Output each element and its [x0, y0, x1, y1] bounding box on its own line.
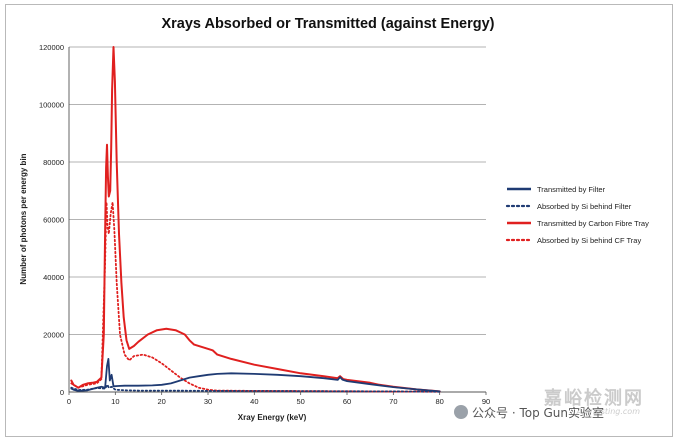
series-lines — [70, 46, 441, 393]
series-line-0 — [70, 358, 441, 393]
x-tick-label-0: 0 — [67, 397, 71, 406]
legend-label-2: Transmitted by Carbon Fibre Tray — [537, 219, 649, 228]
y-tick-label-0: 0 — [60, 388, 64, 397]
series-line-1 — [70, 383, 441, 393]
x-tick-labels: 0 10 20 30 40 50 60 70 80 90 — [67, 397, 490, 406]
y-axis-label: Number of photons per energy bin — [19, 153, 28, 284]
x-tick-label-3: 30 — [204, 397, 212, 406]
wechat-watermark: 公众号 · Top Gun实验室 — [454, 404, 604, 421]
x-tick-label-7: 70 — [389, 397, 397, 406]
legend-label-3: Absorbed by Si behind CF Tray — [537, 236, 641, 245]
series-line-3 — [70, 201, 441, 393]
y-tick-label-1: 20000 — [43, 331, 64, 340]
x-tick-label-8: 80 — [435, 397, 443, 406]
x-tick-label-1: 10 — [111, 397, 119, 406]
grid — [68, 46, 487, 395]
x-tick-label-6: 60 — [343, 397, 351, 406]
y-tick-label-4: 80000 — [43, 158, 64, 167]
site-watermark-en: AnyTesting.com — [576, 407, 640, 416]
y-tick-label-6: 120000 — [39, 43, 64, 52]
wechat-watermark-text: 公众号 · Top Gun实验室 — [472, 406, 605, 420]
chart-title: Xrays Absorbed or Transmitted (against E… — [161, 16, 494, 32]
x-tick-label-5: 50 — [296, 397, 304, 406]
y-tick-label-2: 40000 — [43, 273, 64, 282]
chart-frame — [5, 4, 673, 437]
legend: Transmitted by Filter Absorbed by Si behi… — [505, 185, 649, 245]
x-axis-label: Xray Energy (keV) — [238, 413, 307, 422]
legend-label-0: Transmitted by Filter — [537, 185, 606, 194]
wechat-icon — [454, 405, 468, 419]
x-tick-label-9: 90 — [482, 397, 490, 406]
y-tick-label-3: 60000 — [43, 216, 64, 225]
y-tick-label-5: 100000 — [39, 101, 64, 110]
x-tick-label-4: 40 — [250, 397, 258, 406]
y-tick-labels: 0 20000 40000 60000 80000 100000 120000 — [39, 43, 64, 397]
site-watermark-cn: 嘉峪检测网 — [544, 388, 644, 409]
x-tick-label-2: 20 — [157, 397, 165, 406]
legend-label-1: Absorbed by Si behind Filter — [537, 202, 632, 211]
